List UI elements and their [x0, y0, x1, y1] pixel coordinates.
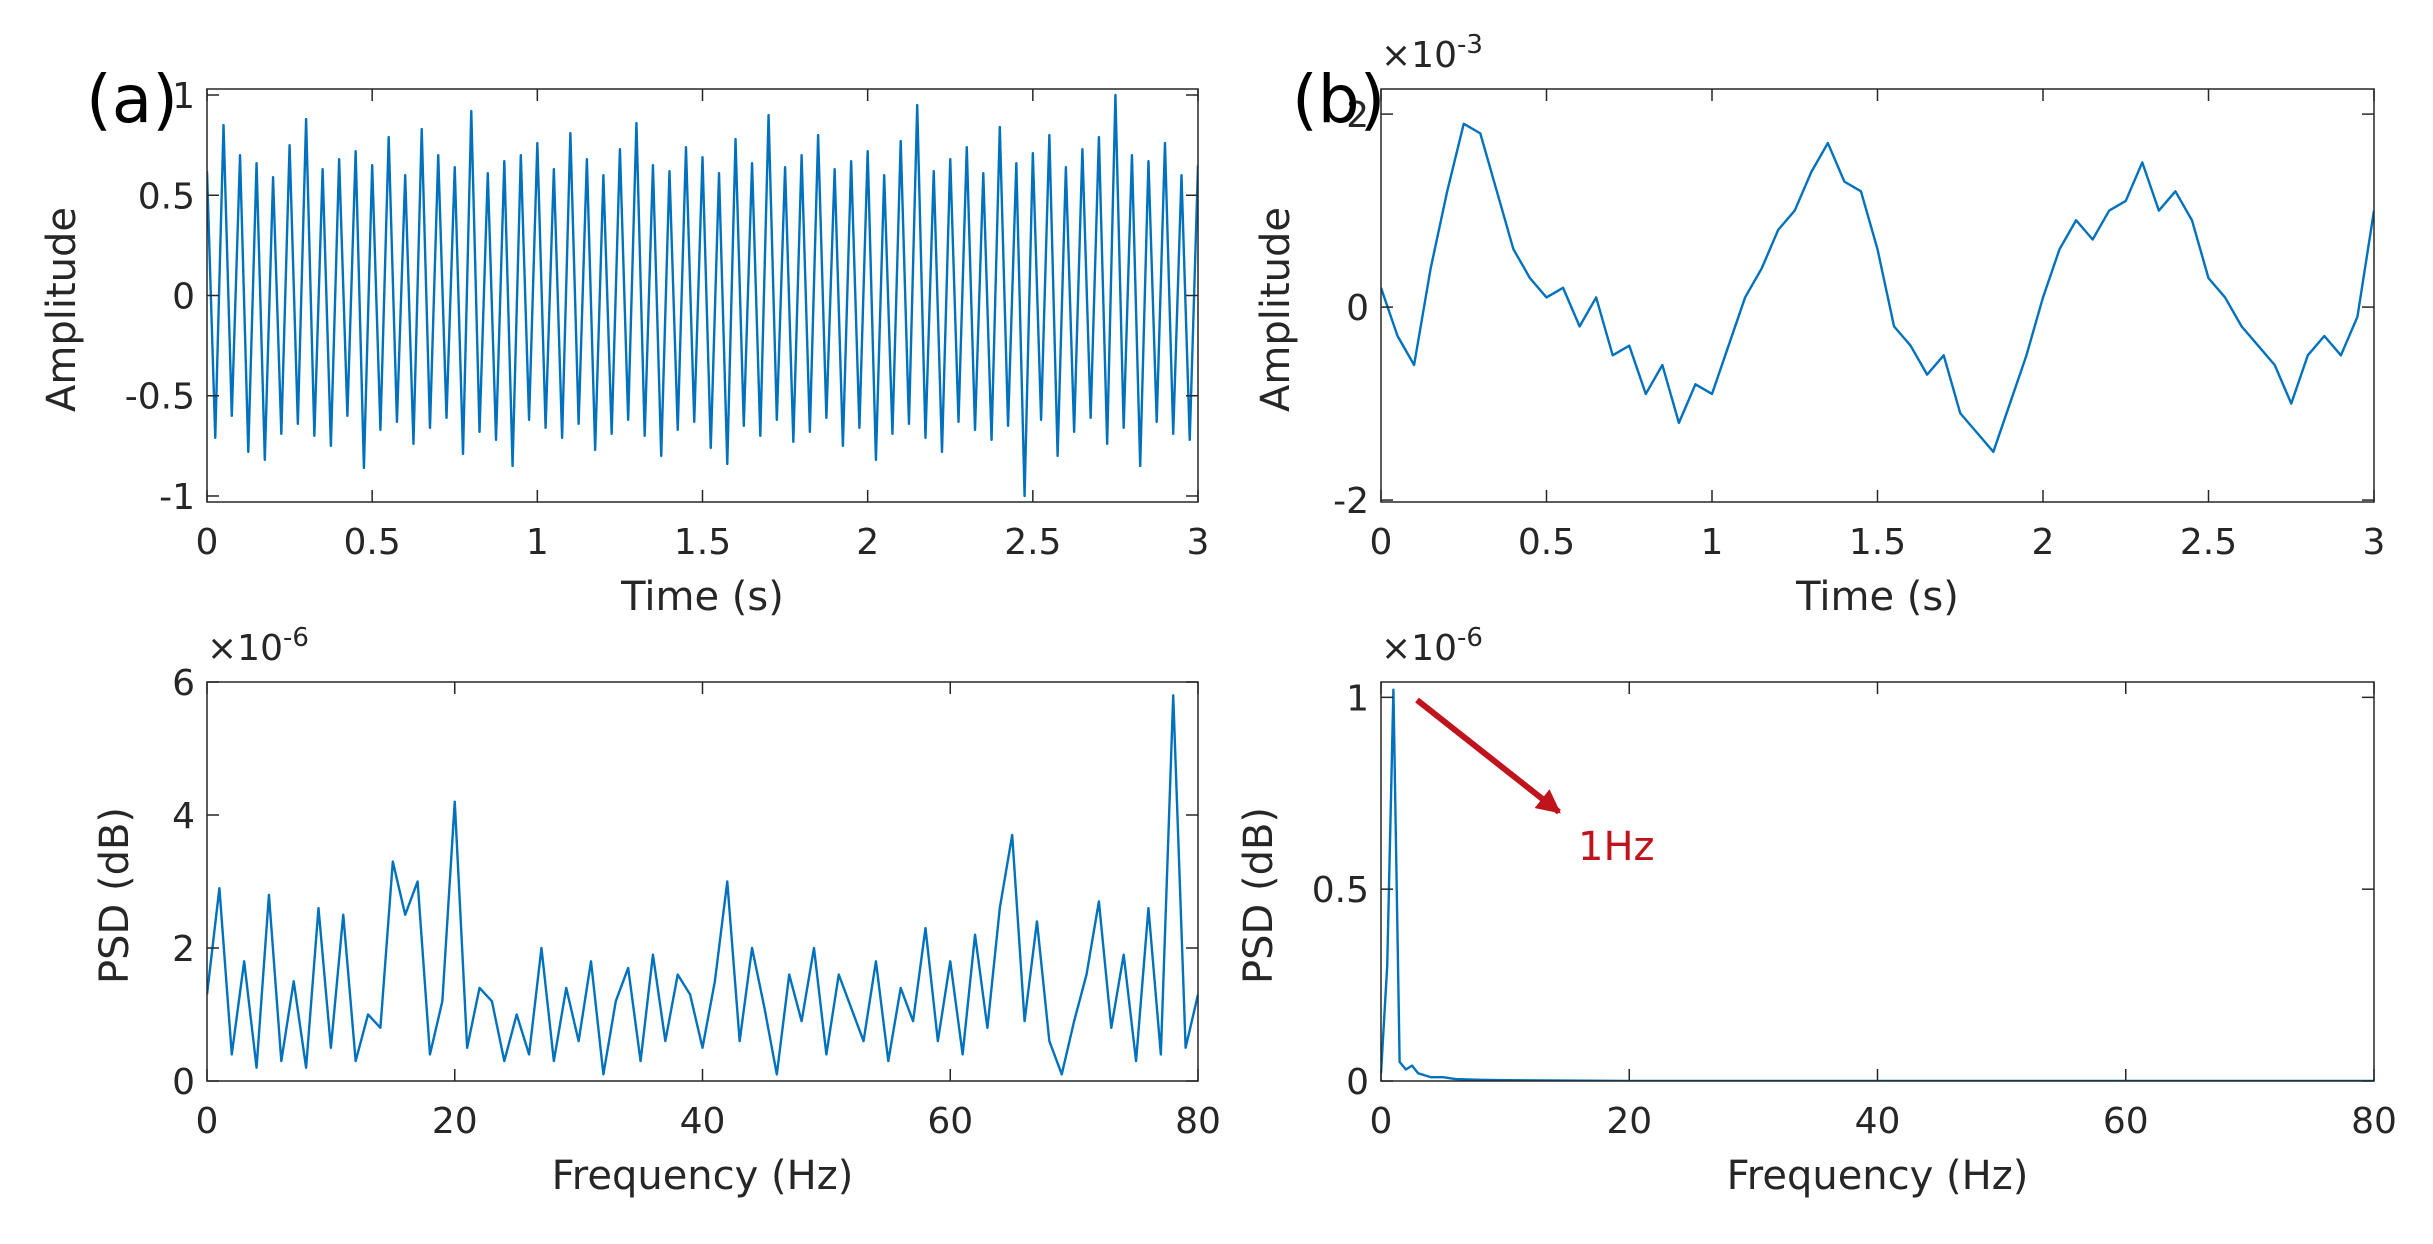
line-series	[207, 93, 1198, 498]
y-tick-label: 4	[172, 796, 195, 837]
exponent-label: ×10-6	[1381, 623, 1483, 669]
exponent-base: ×10	[1381, 35, 1457, 76]
exponent-label: ×10-6	[207, 623, 309, 669]
x-tick-label: 0	[196, 1101, 219, 1142]
panel-label: (a)	[86, 61, 178, 138]
y-tick-label: 0	[172, 277, 195, 318]
y-tick-label: 1	[172, 76, 195, 117]
y-tick-label: 2	[1346, 95, 1369, 136]
subplot: 0 20 40 60 80 0 0.5 1 Frequency (Hz) PSD (dB) ×10-…	[1236, 623, 2397, 1199]
x-tick-label: 80	[2351, 1101, 2397, 1142]
axes-background	[1381, 682, 2374, 1081]
line-series	[1381, 688, 2374, 1081]
panel-label: (b)	[1292, 61, 1385, 138]
y-tick-label: 2	[172, 929, 195, 970]
y-tick-label: 6	[172, 663, 195, 704]
exponent-power: -6	[283, 623, 309, 653]
x-tick-label: 0.5	[344, 522, 401, 563]
x-tick-label: 0.5	[1518, 522, 1575, 563]
x-axis-label: Frequency (Hz)	[1727, 1153, 2029, 1199]
exponent-power: -3	[1457, 30, 1483, 60]
y-tick-label: -0.5	[125, 377, 195, 418]
exponent-base: ×10	[1381, 628, 1457, 669]
annotation-arrow	[1415, 697, 1561, 815]
y-tick-label: 0.5	[1312, 870, 1369, 911]
x-tick-label: 20	[1606, 1101, 1652, 1142]
x-axis-label: Time (s)	[620, 574, 784, 620]
axes-background	[207, 682, 1198, 1081]
x-tick-label: 60	[927, 1101, 973, 1142]
annotation-text: 1Hz	[1578, 824, 1655, 870]
y-tick-label: -2	[1333, 481, 1369, 522]
exponent-label: ×10-3	[1381, 30, 1483, 76]
y-tick-label: 0.5	[138, 176, 195, 217]
x-tick-label: 2	[856, 522, 879, 563]
x-tick-label: 20	[432, 1101, 478, 1142]
x-tick-label: 0	[1370, 1101, 1393, 1142]
x-tick-label: 2	[2032, 522, 2055, 563]
exponent-power: -6	[1457, 623, 1483, 653]
y-tick-label: 1	[1346, 678, 1369, 719]
x-tick-label: 60	[2103, 1101, 2149, 1142]
y-axis-label: PSD (dB)	[92, 807, 138, 984]
x-tick-label: 1.5	[674, 522, 731, 563]
y-axis-label: Amplitude	[39, 207, 85, 412]
x-tick-label: 0	[196, 522, 219, 563]
line-series	[1381, 122, 2374, 454]
x-tick-label: 40	[1855, 1101, 1901, 1142]
x-tick-label: 2.5	[2180, 522, 2237, 563]
x-axis-label: Frequency (Hz)	[552, 1153, 854, 1199]
x-tick-label: 3	[2363, 522, 2386, 563]
x-axis-label: Time (s)	[1795, 574, 1959, 620]
x-tick-label: 1	[1701, 522, 1724, 563]
subplot: 0 20 40 60 80 0 2 4 6 Frequency (Hz) PSD (dB) ×10-6	[92, 623, 1221, 1199]
subplot: 0 0.5 1 1.5 2 2.5 3 -1 -0.5 0 0.5 1 Time (s) Amplitud…	[39, 61, 1209, 620]
x-tick-label: 2.5	[1004, 522, 1061, 563]
exponent-base: ×10	[207, 628, 283, 669]
axes-background	[1381, 89, 2374, 502]
x-tick-label: 1	[526, 522, 549, 563]
line-series	[207, 694, 1198, 1076]
x-tick-label: 3	[1187, 522, 1210, 563]
y-tick-label: 0	[1346, 1062, 1369, 1103]
x-tick-label: 1.5	[1849, 522, 1906, 563]
y-axis-label: PSD (dB)	[1236, 807, 1282, 984]
y-tick-label: 0	[1346, 288, 1369, 329]
x-tick-label: 0	[1370, 522, 1393, 563]
x-tick-label: 40	[680, 1101, 726, 1142]
y-tick-label: 0	[172, 1062, 195, 1103]
x-tick-label: 80	[1175, 1101, 1221, 1142]
y-axis-label: Amplitude	[1253, 207, 1299, 412]
y-tick-label: -1	[159, 477, 195, 518]
